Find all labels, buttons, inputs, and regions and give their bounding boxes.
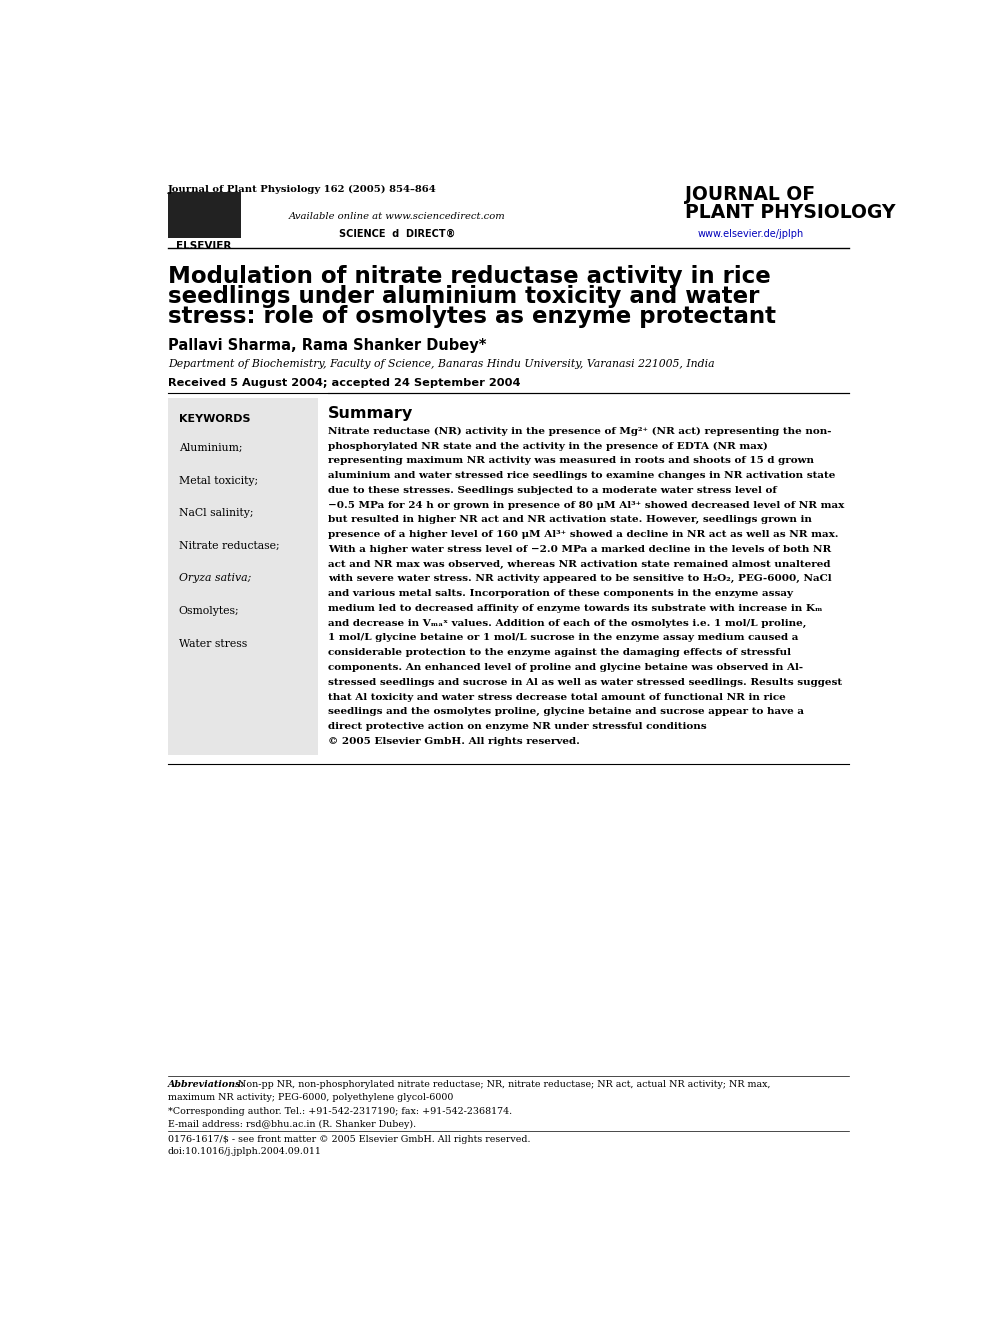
Text: medium led to decreased affinity of enzyme towards its substrate with increase i: medium led to decreased affinity of enzy…: [327, 603, 822, 613]
Text: presence of a higher level of 160 μM Al³⁺ showed a decline in NR act as well as : presence of a higher level of 160 μM Al³…: [327, 531, 838, 538]
Text: www.elsevier.de/jplph: www.elsevier.de/jplph: [697, 229, 804, 239]
Text: phosphorylated NR state and the activity in the presence of EDTA (NR max): phosphorylated NR state and the activity…: [327, 442, 768, 451]
Text: Oryza sativa;: Oryza sativa;: [179, 573, 251, 583]
Text: Nitrate reductase (NR) activity in the presence of Mg²⁺ (NR act) representing th: Nitrate reductase (NR) activity in the p…: [327, 427, 831, 435]
Text: Abbreviations:: Abbreviations:: [168, 1080, 245, 1089]
Text: act and NR max was observed, whereas NR activation state remained almost unalter: act and NR max was observed, whereas NR …: [327, 560, 830, 569]
Text: Osmolytes;: Osmolytes;: [179, 606, 239, 617]
Text: *Corresponding author. Tel.: +91-542-2317190; fax: +91-542-2368174.: *Corresponding author. Tel.: +91-542-231…: [168, 1107, 512, 1117]
Text: representing maximum NR activity was measured in roots and shoots of 15 d grown: representing maximum NR activity was mea…: [327, 456, 813, 466]
Text: Journal of Plant Physiology 162 (2005) 854–864: Journal of Plant Physiology 162 (2005) 8…: [168, 185, 436, 194]
Text: considerable protection to the enzyme against the damaging effects of stressful: considerable protection to the enzyme ag…: [327, 648, 791, 658]
Text: © 2005 Elsevier GmbH. All rights reserved.: © 2005 Elsevier GmbH. All rights reserve…: [327, 737, 579, 746]
Text: aluminium and water stressed rice seedlings to examine changes in NR activation : aluminium and water stressed rice seedli…: [327, 471, 835, 480]
Bar: [168, 398, 317, 754]
Text: seedlings under aluminium toxicity and water: seedlings under aluminium toxicity and w…: [168, 284, 759, 308]
Text: Aluminium;: Aluminium;: [179, 443, 242, 452]
Text: Department of Biochemistry, Faculty of Science, Banaras Hindu University, Varana: Department of Biochemistry, Faculty of S…: [168, 360, 714, 369]
Text: but resulted in higher NR act and NR activation state. However, seedlings grown : but resulted in higher NR act and NR act…: [327, 515, 811, 524]
Bar: [168, 192, 241, 238]
Text: Available online at www.sciencedirect.com: Available online at www.sciencedirect.co…: [289, 212, 505, 221]
Text: doi:10.1016/j.jplph.2004.09.011: doi:10.1016/j.jplph.2004.09.011: [168, 1147, 321, 1156]
Text: NaCl salinity;: NaCl salinity;: [179, 508, 253, 519]
Text: 0176-1617/$ - see front matter © 2005 Elsevier GmbH. All rights reserved.: 0176-1617/$ - see front matter © 2005 El…: [168, 1135, 531, 1143]
Text: Summary: Summary: [327, 406, 413, 421]
Text: Modulation of nitrate reductase activity in rice: Modulation of nitrate reductase activity…: [168, 265, 771, 287]
Text: KEYWORDS: KEYWORDS: [179, 414, 250, 425]
Text: With a higher water stress level of −2.0 MPa a marked decline in the levels of b: With a higher water stress level of −2.0…: [327, 545, 831, 554]
Text: E-mail address: rsd@bhu.ac.in (R. Shanker Dubey).: E-mail address: rsd@bhu.ac.in (R. Shanke…: [168, 1119, 416, 1129]
Text: maximum NR activity; PEG-6000, polyethylene glycol-6000: maximum NR activity; PEG-6000, polyethyl…: [168, 1093, 453, 1102]
Text: due to these stresses. Seedlings subjected to a moderate water stress level of: due to these stresses. Seedlings subject…: [327, 486, 777, 495]
Text: Non-pp NR, non-phosphorylated nitrate reductase; NR, nitrate reductase; NR act, : Non-pp NR, non-phosphorylated nitrate re…: [235, 1080, 771, 1089]
Text: that Al toxicity and water stress decrease total amount of functional NR in rice: that Al toxicity and water stress decrea…: [327, 692, 786, 701]
Text: Metal toxicity;: Metal toxicity;: [179, 475, 258, 486]
Text: stress: role of osmolytes as enzyme protectant: stress: role of osmolytes as enzyme prot…: [168, 306, 776, 328]
Text: components. An enhanced level of proline and glycine betaine was observed in Al-: components. An enhanced level of proline…: [327, 663, 803, 672]
Text: JOURNAL OF: JOURNAL OF: [685, 185, 815, 204]
Text: with severe water stress. NR activity appeared to be sensitive to H₂O₂, PEG-6000: with severe water stress. NR activity ap…: [327, 574, 831, 583]
Text: Nitrate reductase;: Nitrate reductase;: [179, 541, 279, 550]
Text: Pallavi Sharma, Rama Shanker Dubey*: Pallavi Sharma, Rama Shanker Dubey*: [168, 339, 486, 353]
Text: PLANT PHYSIOLOGY: PLANT PHYSIOLOGY: [685, 202, 896, 221]
Text: direct protective action on enzyme NR under stressful conditions: direct protective action on enzyme NR un…: [327, 722, 706, 732]
Text: 1 mol/L glycine betaine or 1 mol/L sucrose in the enzyme assay medium caused a: 1 mol/L glycine betaine or 1 mol/L sucro…: [327, 634, 799, 643]
Text: SCIENCE  d  DIRECT®: SCIENCE d DIRECT®: [338, 229, 455, 239]
Text: stressed seedlings and sucrose in Al as well as water stressed seedlings. Result: stressed seedlings and sucrose in Al as …: [327, 677, 842, 687]
Text: Water stress: Water stress: [179, 639, 247, 648]
Text: and various metal salts. Incorporation of these components in the enzyme assay: and various metal salts. Incorporation o…: [327, 589, 793, 598]
Text: −0.5 MPa for 24 h or grown in presence of 80 μM Al³⁺ showed decreased level of N: −0.5 MPa for 24 h or grown in presence o…: [327, 500, 844, 509]
Text: Received 5 August 2004; accepted 24 September 2004: Received 5 August 2004; accepted 24 Sept…: [168, 378, 521, 388]
Text: seedlings and the osmolytes proline, glycine betaine and sucrose appear to have : seedlings and the osmolytes proline, gly…: [327, 708, 804, 716]
Text: ELSEVIER: ELSEVIER: [177, 241, 232, 251]
Text: and decrease in Vₘₐˣ values. Addition of each of the osmolytes i.e. 1 mol/L prol: and decrease in Vₘₐˣ values. Addition of…: [327, 619, 806, 627]
